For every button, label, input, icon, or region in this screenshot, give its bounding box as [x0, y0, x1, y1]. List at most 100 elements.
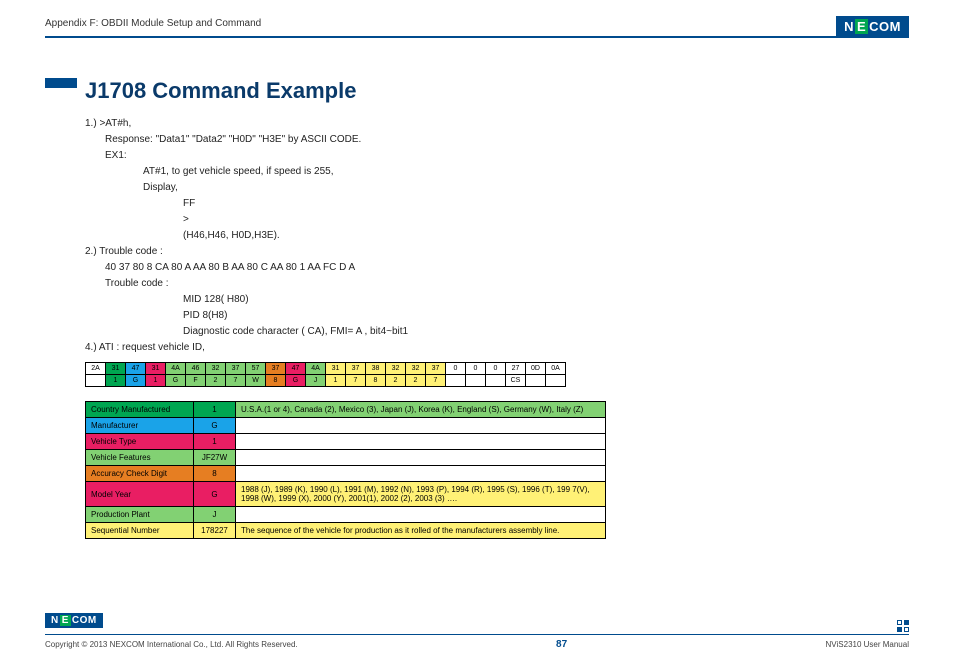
logo-top: NECOM — [836, 16, 909, 37]
hex-cell: 37 — [426, 363, 446, 375]
section-tab — [45, 78, 77, 88]
line: (H46,H46, H0D,H3E). — [85, 228, 909, 244]
vin-label: Country Manufactured — [86, 402, 194, 418]
hex-cell: 7 — [346, 375, 366, 387]
hex-cell: 27 — [506, 363, 526, 375]
vin-value: G — [194, 418, 236, 434]
hex-cell: 1 — [106, 375, 126, 387]
line: Response: "Data1" "Data2" "H0D" "H3E" by… — [85, 132, 909, 148]
hex-cell — [486, 375, 506, 387]
hex-cell: 31 — [326, 363, 346, 375]
vin-label: Vehicle Features — [86, 450, 194, 466]
hex-table: 2A3147314A4632375737474A3137383232370002… — [85, 362, 566, 387]
vin-label: Accuracy Check Digit — [86, 466, 194, 482]
hex-cell: 2A — [86, 363, 106, 375]
vin-value: G — [194, 482, 236, 507]
logo-e: E — [60, 615, 71, 626]
vin-desc: 1988 (J), 1989 (K), 1990 (L), 1991 (M), … — [236, 482, 606, 507]
page-number: 87 — [556, 639, 567, 650]
hex-cell: 1 — [146, 375, 166, 387]
vin-value: 178227 — [194, 523, 236, 539]
hex-cell: 32 — [406, 363, 426, 375]
vin-desc: U.S.A.(1 or 4), Canada (2), Mexico (3), … — [236, 402, 606, 418]
vin-desc — [236, 450, 606, 466]
hex-cell: J — [306, 375, 326, 387]
vin-desc — [236, 434, 606, 450]
body-text: 1.) >AT#h, Response: "Data1" "Data2" "H0… — [85, 116, 909, 356]
vin-desc — [236, 418, 606, 434]
hex-cell — [446, 375, 466, 387]
line: EX1: — [85, 148, 909, 164]
line: 40 37 80 8 CA 80 A AA 80 B AA 80 C AA 80… — [85, 260, 909, 276]
logo-com: COM — [869, 19, 901, 34]
hex-cell: 2 — [406, 375, 426, 387]
vin-table: Country Manufactured1U.S.A.(1 or 4), Can… — [85, 401, 606, 539]
vin-value: 1 — [194, 402, 236, 418]
line: MID 128( H80) — [85, 292, 909, 308]
vin-label: Production Plant — [86, 507, 194, 523]
hex-cell: 2 — [206, 375, 226, 387]
hex-cell: 0D — [526, 363, 546, 375]
line: Diagnostic code character ( CA), FMI= A … — [85, 324, 909, 340]
hex-cell: 32 — [386, 363, 406, 375]
footer-rule — [45, 634, 909, 636]
line: 2.) Trouble code : — [85, 244, 909, 260]
corner-ornament — [897, 620, 909, 632]
hex-cell: 0 — [486, 363, 506, 375]
hex-cell: 0 — [446, 363, 466, 375]
vin-desc — [236, 466, 606, 482]
manual-name: NViS2310 User Manual — [826, 640, 909, 649]
hex-cell: 37 — [346, 363, 366, 375]
hex-cell: F — [186, 375, 206, 387]
hex-cell: 31 — [146, 363, 166, 375]
page-title: J1708 Command Example — [85, 78, 909, 104]
appendix-title: Appendix F: OBDII Module Setup and Comma… — [45, 18, 909, 29]
line: > — [85, 212, 909, 228]
vin-label: Sequential Number — [86, 523, 194, 539]
hex-cell: 7 — [226, 375, 246, 387]
line: AT#1, to get vehicle speed, if speed is … — [85, 164, 909, 180]
hex-cell: 4A — [166, 363, 186, 375]
header-rule — [45, 36, 909, 38]
hex-cell: 37 — [226, 363, 246, 375]
hex-cell: 57 — [246, 363, 266, 375]
hex-cell: 31 — [106, 363, 126, 375]
hex-cell: 38 — [366, 363, 386, 375]
logo-n: N — [51, 615, 59, 626]
logo-com: COM — [72, 615, 97, 626]
hex-cell: 32 — [206, 363, 226, 375]
hex-cell: 46 — [186, 363, 206, 375]
hex-cell: G — [286, 375, 306, 387]
hex-cell: W — [246, 375, 266, 387]
hex-cell — [466, 375, 486, 387]
vin-value: 1 — [194, 434, 236, 450]
logo-n: N — [844, 19, 854, 34]
vin-value: J — [194, 507, 236, 523]
copyright: Copyright © 2013 NEXCOM International Co… — [45, 640, 298, 649]
line: PID 8(H8) — [85, 308, 909, 324]
hex-cell: 2 — [386, 375, 406, 387]
hex-cell: 0A — [546, 363, 566, 375]
line: 4.) ATI : request vehicle ID, — [85, 340, 909, 356]
hex-cell: 8 — [366, 375, 386, 387]
vin-value: 8 — [194, 466, 236, 482]
logo-bottom: NECOM — [45, 610, 103, 628]
line: FF — [85, 196, 909, 212]
hex-cell: 8 — [266, 375, 286, 387]
hex-cell — [546, 375, 566, 387]
vin-desc — [236, 507, 606, 523]
hex-cell: 47 — [126, 363, 146, 375]
hex-cell: 4A — [306, 363, 326, 375]
vin-value: JF27W — [194, 450, 236, 466]
hex-cell: 37 — [266, 363, 286, 375]
hex-cell: G — [126, 375, 146, 387]
hex-cell: 47 — [286, 363, 306, 375]
line: Display, — [85, 180, 909, 196]
hex-cell — [526, 375, 546, 387]
hex-cell: CS — [506, 375, 526, 387]
line: 1.) >AT#h, — [85, 116, 909, 132]
vin-label: Model Year — [86, 482, 194, 507]
hex-cell: 7 — [426, 375, 446, 387]
vin-label: Vehicle Type — [86, 434, 194, 450]
vin-label: Manufacturer — [86, 418, 194, 434]
